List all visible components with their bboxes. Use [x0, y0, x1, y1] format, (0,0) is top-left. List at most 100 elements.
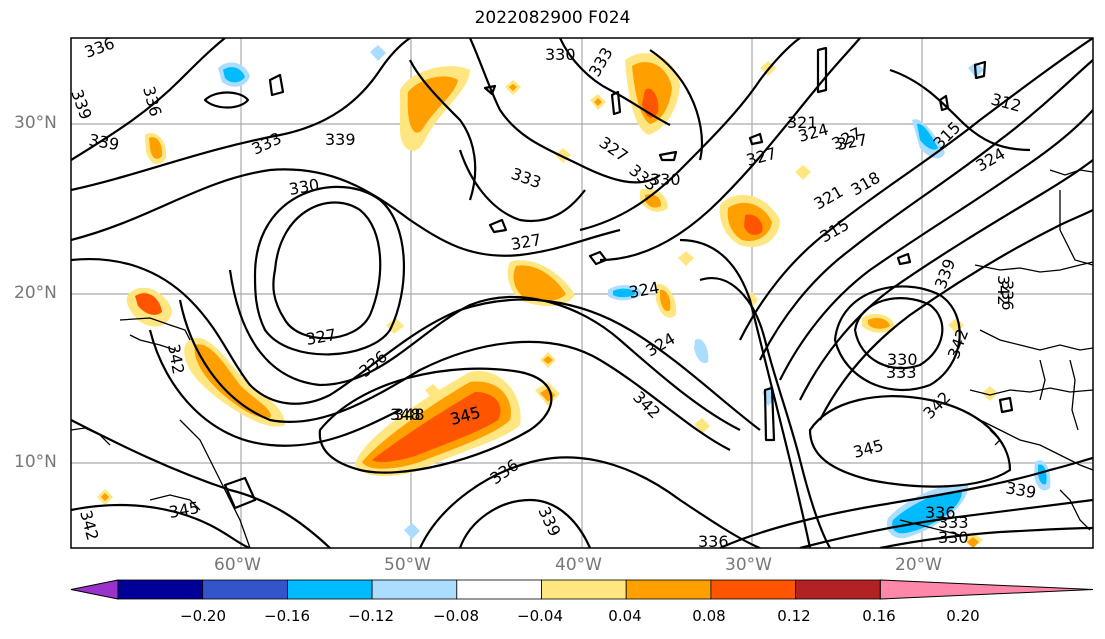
colorbar-segment — [371, 579, 458, 600]
contour-label: 327 — [596, 133, 632, 166]
map-frame — [70, 37, 1094, 549]
contour-label: 324 — [627, 278, 660, 302]
contour-label: 327 — [744, 144, 778, 170]
contour-label: 336 — [998, 280, 1017, 311]
shade-blob — [513, 265, 566, 301]
graticule — [71, 38, 1093, 548]
contour-label: 339 — [1004, 478, 1037, 502]
contour-line — [599, 38, 861, 262]
contour-line — [759, 59, 1093, 361]
coastline — [129, 334, 176, 351]
contour-line — [558, 38, 671, 126]
contour-label: 339 — [87, 130, 120, 154]
chart-title: 2022082900 F024 — [474, 8, 631, 28]
shade-blob — [982, 386, 998, 401]
contour-line — [799, 498, 1093, 548]
contour-line — [748, 132, 764, 146]
lat-tick-label: 30°N — [14, 113, 57, 133]
contour-line — [71, 38, 411, 192]
shade-blob — [149, 137, 163, 159]
contour-line — [739, 38, 1093, 341]
coastline — [149, 494, 201, 511]
contour-line — [998, 396, 1014, 414]
contour-line — [679, 238, 812, 548]
contour-label: 330 — [887, 350, 918, 369]
colorbar-label: 0.16 — [862, 607, 896, 625]
shade-blob — [948, 318, 964, 333]
shaded-field — [97, 45, 1051, 548]
contour-line — [610, 90, 622, 116]
contour-label: 327 — [304, 325, 337, 349]
contour-line — [268, 73, 285, 97]
shade-blob — [694, 418, 710, 434]
contour-label: 333 — [938, 513, 969, 532]
contour-line — [223, 476, 257, 510]
colorbar-label: −0.20 — [180, 607, 226, 625]
shade-blob — [135, 293, 162, 315]
contour-line — [71, 503, 251, 548]
contour-label: 342 — [164, 342, 188, 375]
coastline — [179, 419, 251, 548]
lat-tick-label: 10°N — [14, 452, 57, 472]
colorbar-segment — [456, 579, 542, 600]
contour-line — [468, 38, 661, 184]
colorbar-segment — [286, 579, 373, 600]
contour-label: 348 — [394, 405, 425, 424]
colorbar-label: −0.12 — [348, 607, 394, 625]
lat-tick-label: 20°N — [14, 283, 57, 303]
contour-label: 330 — [287, 175, 320, 199]
coastline — [979, 329, 1093, 351]
contour-label: 324 — [973, 144, 1009, 176]
shade-blob — [370, 45, 386, 61]
contour-line — [938, 94, 950, 112]
contour-line — [816, 46, 828, 94]
contour-line — [799, 159, 1093, 401]
lon-tick-label: 30°W — [725, 555, 772, 575]
shade-blob — [543, 356, 553, 364]
colorbar-label: 0.20 — [946, 607, 980, 625]
contour-label: 336 — [698, 532, 729, 551]
contour-line — [203, 91, 250, 109]
contour-line — [409, 59, 477, 201]
coastlines — [71, 169, 1093, 548]
shade-blob — [1038, 464, 1047, 485]
contour-line — [649, 49, 704, 161]
coastline — [979, 419, 1093, 471]
shade-blob — [868, 318, 890, 329]
contour-label: 321 — [811, 182, 847, 214]
coastline — [71, 427, 111, 446]
shade-blob — [194, 344, 271, 419]
contour-line — [579, 38, 801, 232]
colorbar-segment — [117, 579, 204, 600]
contour-label: 333 — [509, 164, 544, 192]
contour-label: 345 — [851, 436, 885, 462]
coastline — [969, 387, 1093, 396]
shade-blob — [101, 493, 109, 501]
contour-line — [178, 299, 731, 451]
coastline — [1049, 169, 1093, 176]
shade-blob — [425, 384, 441, 400]
contour-label: 348 — [390, 405, 421, 424]
shade-blob — [744, 214, 763, 235]
contour-line — [272, 201, 382, 340]
shade-blob — [613, 288, 636, 298]
shade-blob — [407, 76, 458, 133]
contour-line — [253, 185, 406, 356]
colorbar-label: −0.16 — [264, 607, 310, 625]
contour-label: 342 — [76, 508, 102, 542]
contour-line — [896, 252, 912, 266]
colorbar — [70, 579, 1094, 600]
contour-line — [419, 456, 761, 548]
contour-line — [853, 297, 944, 370]
contour-label: 312 — [989, 90, 1023, 116]
contour-line — [779, 109, 1093, 381]
contours — [71, 38, 1093, 548]
colorbar-label: −0.08 — [433, 607, 479, 625]
colorbar-segment — [202, 579, 288, 600]
contour-label: 342 — [919, 388, 954, 423]
shade-blob — [694, 339, 709, 364]
contour-label: 333 — [886, 363, 917, 382]
contour-label: 315 — [817, 215, 853, 247]
contour-line — [318, 367, 553, 474]
